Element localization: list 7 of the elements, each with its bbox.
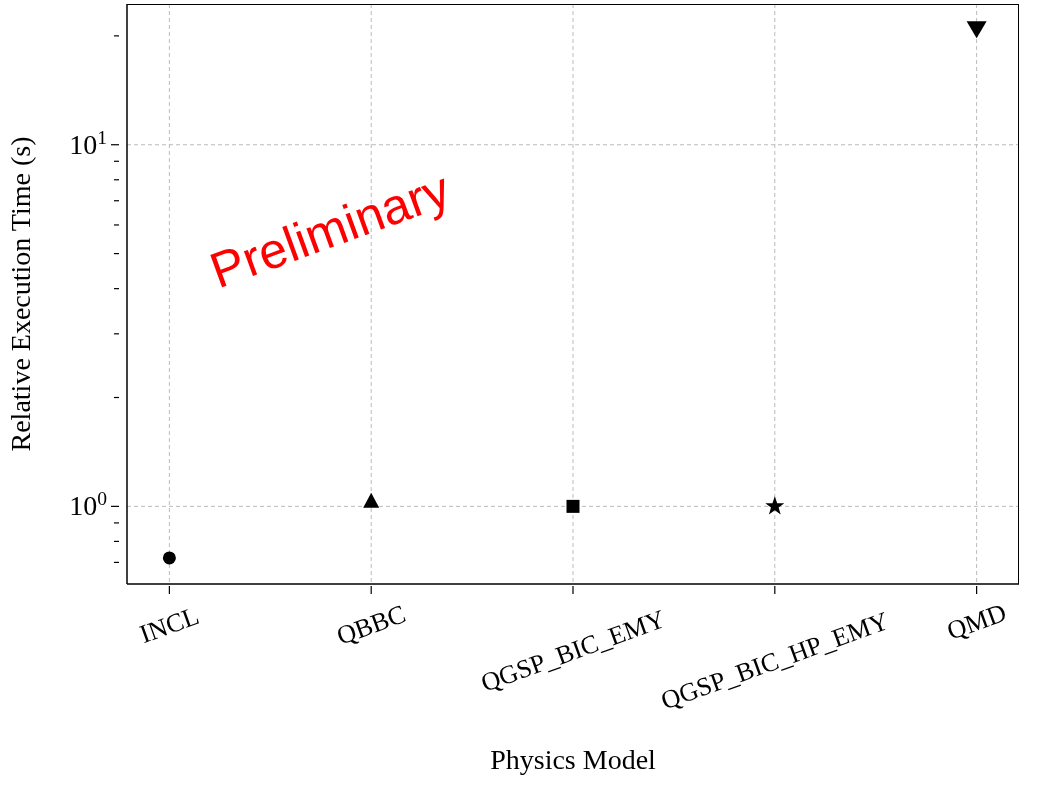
x-tick-label: QMD bbox=[943, 597, 1011, 646]
x-tick-label: QBBC bbox=[332, 599, 410, 651]
x-tick-label: INCL bbox=[135, 600, 203, 649]
x-axis-title: Physics Model bbox=[490, 744, 657, 775]
y-axis-title: Relative Execution Time (s) bbox=[4, 136, 36, 452]
y-tick-label: 10$^{1}$ bbox=[69, 126, 107, 160]
y-tick-label: 10$^{0}$ bbox=[69, 487, 108, 522]
